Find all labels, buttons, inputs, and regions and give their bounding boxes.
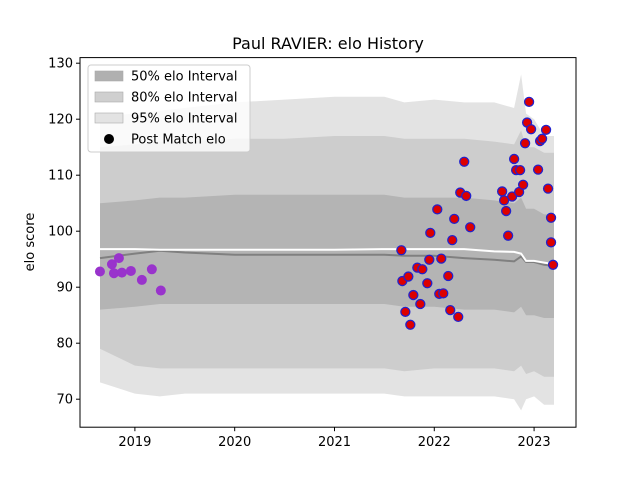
data-point — [536, 133, 548, 144]
data-point — [415, 298, 426, 310]
data-point — [422, 278, 433, 289]
data-point — [116, 267, 127, 278]
data-point — [417, 264, 428, 275]
data-point — [447, 235, 458, 246]
y-axis: 70 80 90 100 110 120 130 — [48, 57, 80, 408]
data-point — [94, 266, 105, 277]
x-tick-label: 2019 — [118, 435, 151, 450]
data-point — [540, 124, 552, 135]
data-point — [396, 245, 407, 256]
data-point — [525, 124, 537, 135]
data-point — [502, 230, 514, 241]
data-point — [400, 306, 411, 317]
plot-area-frame — [79, 57, 577, 428]
data-point — [547, 259, 559, 270]
data-point — [545, 237, 557, 248]
chart-title: Paul RAVIER: elo History — [232, 34, 424, 53]
data-point — [523, 96, 535, 107]
legend-swatch — [94, 112, 124, 124]
legend-label: 95% elo Interval — [131, 112, 238, 127]
data-point — [453, 311, 464, 323]
median-elo-line — [100, 248, 555, 266]
data-point — [498, 195, 510, 206]
data-point — [408, 289, 419, 301]
data-point — [432, 204, 443, 215]
data-point — [459, 156, 470, 167]
data-point — [403, 271, 414, 282]
legend-label: Post Match elo — [131, 133, 226, 148]
data-point — [438, 288, 449, 299]
data-point — [443, 270, 454, 282]
data-point — [155, 285, 166, 296]
data-point — [113, 253, 124, 264]
data-point — [146, 264, 157, 275]
legend: 50% elo Interval 80% elo Interval 95% elo … — [87, 64, 251, 153]
legend-swatch — [94, 91, 124, 103]
data-point — [532, 164, 544, 175]
y-axis-label: elo score — [23, 213, 38, 272]
x-axis: 2019 2020 2021 2022 2023 — [118, 427, 551, 450]
data-point — [508, 153, 520, 165]
mean-elo-line — [99, 249, 555, 267]
legend-marker — [104, 134, 114, 144]
band-50-interval — [100, 194, 554, 318]
post-match-points — [94, 96, 559, 330]
y-tick-label: 130 — [48, 57, 73, 72]
data-point — [461, 190, 472, 202]
data-point — [496, 186, 508, 197]
legend-label: 80% elo Interval — [131, 91, 238, 106]
x-tick-label: 2021 — [318, 435, 351, 450]
legend-box — [87, 64, 251, 153]
y-tick-label: 70 — [56, 393, 73, 408]
y-tick-label: 120 — [48, 113, 73, 128]
y-tick-label: 100 — [48, 225, 73, 240]
y-tick-label: 110 — [48, 169, 73, 184]
data-point — [514, 165, 526, 176]
data-point — [542, 183, 554, 194]
data-point — [136, 274, 147, 285]
x-tick-label: 2020 — [218, 435, 251, 450]
data-point — [424, 254, 435, 265]
data-point — [405, 319, 416, 330]
data-point — [465, 222, 476, 233]
data-point — [500, 205, 512, 217]
data-point — [436, 253, 447, 264]
legend-swatch — [94, 70, 124, 82]
legend-label: 50% elo Interval — [131, 70, 238, 85]
trend-lines — [99, 248, 555, 267]
x-tick-label: 2023 — [518, 435, 551, 450]
y-tick-label: 80 — [56, 337, 73, 352]
interval-bands — [100, 74, 554, 411]
data-point — [517, 179, 529, 190]
data-point — [445, 305, 456, 316]
data-point — [545, 212, 557, 223]
x-tick-label: 2022 — [418, 435, 451, 450]
data-point — [125, 265, 136, 276]
y-tick-label: 90 — [56, 281, 73, 296]
data-point — [425, 227, 436, 239]
data-point — [449, 213, 460, 225]
data-point — [519, 138, 531, 149]
